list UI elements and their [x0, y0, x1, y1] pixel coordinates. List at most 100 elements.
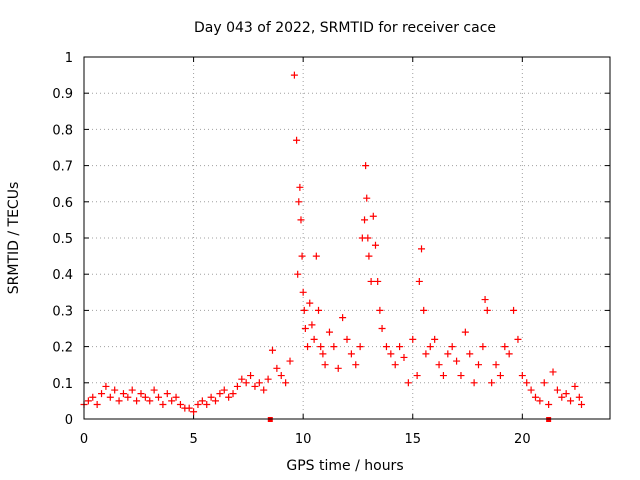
data-point	[190, 408, 198, 416]
data-point	[290, 71, 298, 79]
y-tick-label: 1	[65, 51, 73, 66]
data-point	[150, 386, 158, 394]
data-point	[409, 335, 417, 343]
data-point	[483, 306, 491, 314]
data-point	[212, 397, 219, 405]
data-point	[128, 386, 136, 394]
y-tick-label: 0.8	[52, 123, 73, 138]
data-point	[273, 364, 281, 372]
data-point	[264, 375, 272, 383]
data-point	[301, 325, 309, 332]
data-point	[102, 382, 110, 390]
y-tick-label: 0.7	[52, 160, 73, 175]
data-point	[376, 306, 384, 314]
data-point	[496, 372, 504, 380]
data-point	[119, 390, 127, 398]
data-point	[98, 390, 106, 398]
y-tick-label: 0.4	[52, 268, 73, 283]
data-point	[575, 393, 583, 401]
data-point	[365, 252, 373, 260]
data-point	[304, 343, 312, 351]
data-point	[93, 401, 101, 409]
data-point	[369, 212, 377, 220]
data-point	[364, 234, 372, 242]
data-point	[400, 353, 408, 361]
data-point	[362, 162, 370, 170]
data-point	[106, 393, 114, 401]
data-point	[444, 350, 452, 358]
data-point	[185, 404, 193, 412]
data-point	[514, 335, 522, 343]
data-point	[558, 393, 566, 401]
data-point	[247, 372, 255, 380]
data-point	[137, 390, 145, 398]
data-point	[216, 390, 224, 398]
data-point	[89, 393, 97, 401]
data-point	[286, 357, 294, 365]
chart-title: Day 043 of 2022, SRMTID for receiver cac…	[194, 20, 496, 36]
data-point	[176, 401, 184, 409]
data-point	[475, 361, 482, 369]
data-point	[387, 350, 395, 358]
axis-ticks: 00.10.20.30.40.50.60.70.80.910 5 10 15 20	[52, 51, 610, 447]
data-point	[378, 325, 386, 332]
data-point	[317, 343, 325, 351]
data-point	[361, 216, 369, 224]
data-point	[163, 390, 171, 398]
x-tick-label: 10	[295, 432, 312, 447]
data-point	[488, 379, 496, 387]
data-point	[413, 372, 421, 380]
data-point	[306, 299, 314, 307]
data-point	[374, 277, 382, 285]
data-point	[297, 216, 305, 224]
data-point	[420, 306, 428, 314]
data-point	[168, 397, 176, 405]
data-point	[356, 343, 364, 351]
y-tick-label: 0.1	[52, 377, 73, 392]
x-tick-label: 15	[404, 432, 421, 447]
data-point	[536, 397, 544, 405]
data-point	[501, 343, 509, 351]
data-point	[540, 379, 548, 387]
data-point	[343, 335, 351, 343]
data-point	[146, 397, 154, 405]
data-point	[562, 390, 570, 398]
y-tick-label: 0.9	[52, 87, 73, 102]
data-point	[461, 328, 469, 336]
data-point	[296, 183, 304, 191]
data-point	[203, 401, 211, 409]
y-tick-label: 0.6	[52, 196, 73, 211]
data-point	[479, 343, 487, 351]
data-point	[435, 361, 443, 369]
x-tick-label: 5	[189, 432, 197, 447]
data-point	[133, 397, 141, 405]
data-point	[238, 375, 246, 383]
data-point	[251, 382, 259, 390]
data-point	[220, 386, 228, 394]
data-point	[293, 136, 301, 144]
data-point	[141, 393, 149, 401]
data-point	[111, 386, 119, 394]
data-point	[481, 296, 489, 304]
data-point	[523, 379, 531, 387]
data-point	[159, 401, 167, 409]
data-point	[294, 270, 302, 278]
data-point	[298, 252, 306, 260]
data-point	[334, 364, 342, 372]
data-point	[339, 314, 347, 322]
data-point	[198, 397, 206, 405]
data-point	[404, 379, 412, 387]
data-point	[431, 335, 439, 343]
data-point	[422, 350, 430, 358]
data-point	[155, 393, 163, 401]
data-point	[448, 343, 456, 351]
data-point	[578, 401, 586, 409]
y-axis-label: SRMTID / TECUs	[6, 182, 22, 295]
x-axis-label: GPS time / hours	[286, 458, 403, 474]
data-point	[439, 372, 447, 380]
data-point	[312, 252, 320, 260]
data-point	[505, 350, 513, 358]
data-point	[325, 328, 333, 336]
grid-layer	[84, 57, 610, 419]
